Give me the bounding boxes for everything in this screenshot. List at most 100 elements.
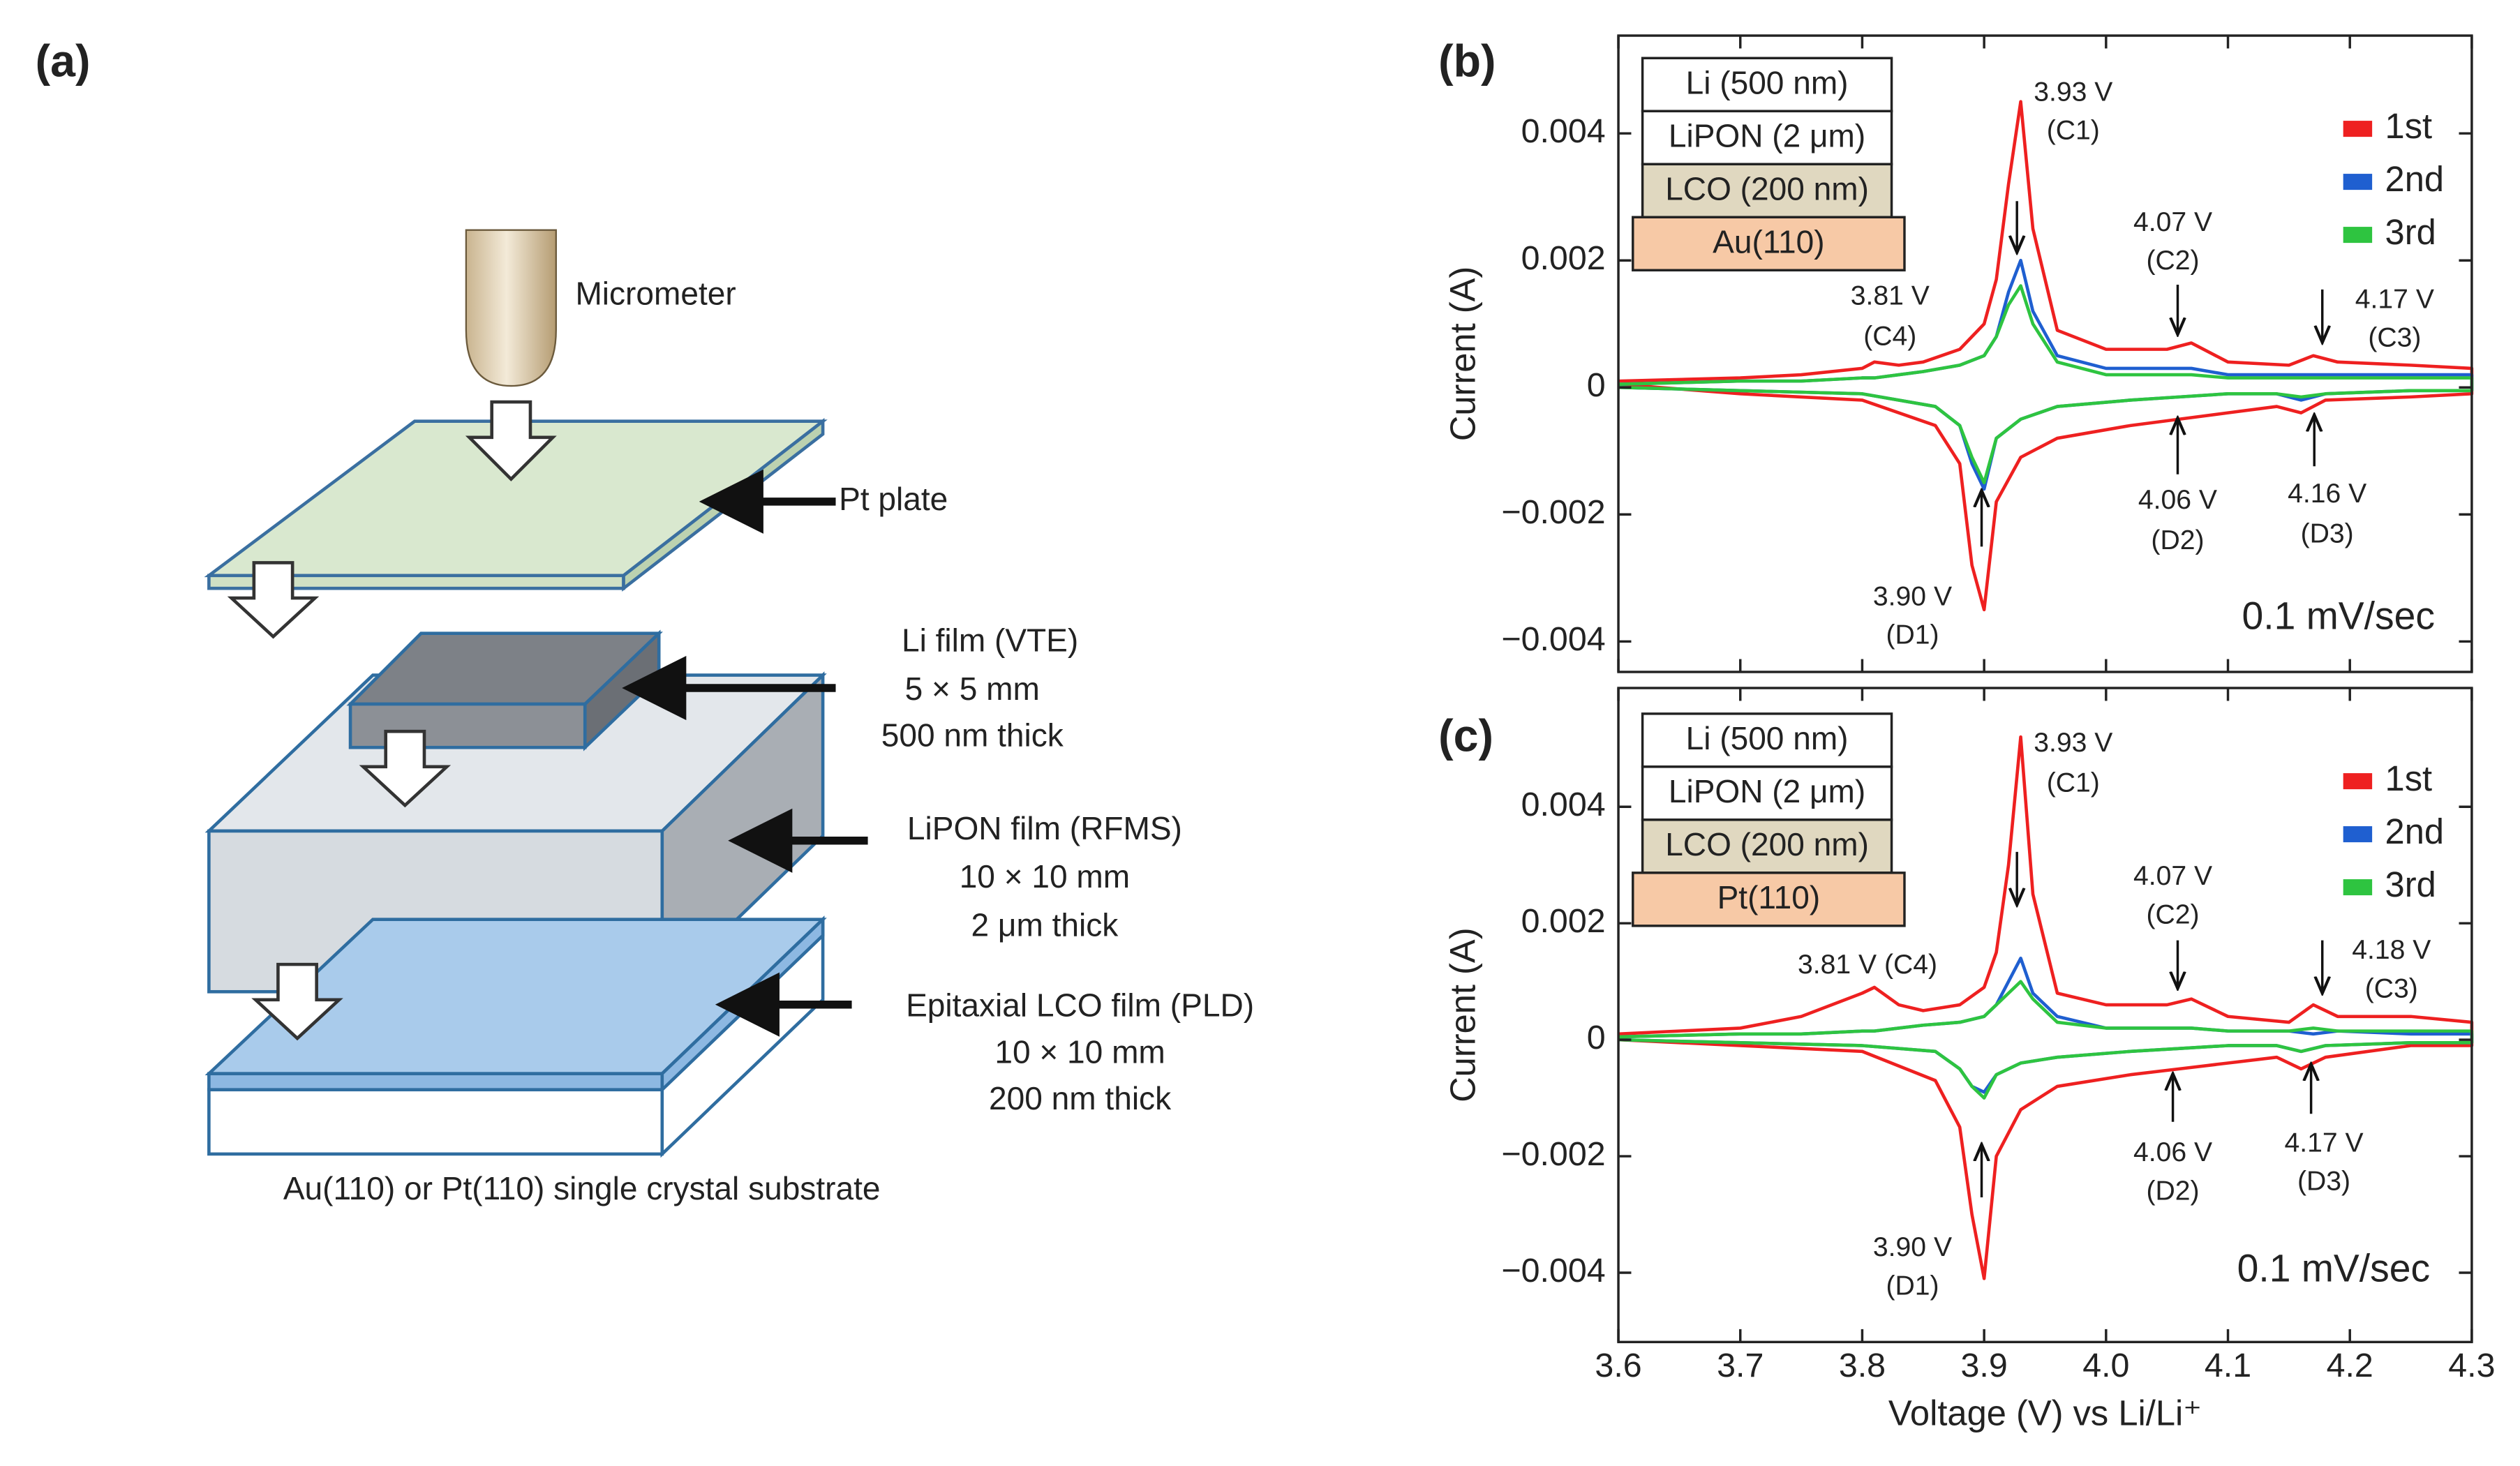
legend-label: 3rd	[2385, 212, 2436, 252]
panel-a: (a) Micrometer Pt plate Li film (VTE) 5 …	[36, 36, 1254, 1206]
label: 500 nm thick	[881, 717, 1064, 754]
stack-layer	[1632, 872, 1906, 927]
stack-layer	[1641, 163, 1893, 218]
legend-swatch	[2343, 121, 2373, 137]
chart: −0.004 −0.002 0 0.002 0.004 Current (A) (b) Li …	[1438, 34, 2474, 673]
stack-label: Pt(110)	[1717, 879, 1821, 915]
stack-label: LCO (200 nm)	[1665, 171, 1869, 207]
panel-label: (a)	[36, 36, 91, 87]
stack-layer	[1641, 110, 1893, 165]
x-tick-label: 3.7	[1717, 1347, 1764, 1384]
legend-swatch	[2343, 879, 2373, 896]
micrometer	[465, 229, 557, 387]
label: Pt plate	[839, 481, 948, 517]
y-tick-label: −0.002	[1501, 1135, 1605, 1173]
stack-label: Au(110)	[1713, 224, 1824, 260]
x-tick-label: 3.8	[1839, 1347, 1886, 1384]
x-tick-label: 4.1	[2205, 1347, 2251, 1384]
chart: −0.004 −0.002 0 0.002 0.004 3.6 3.7 3.8 3.9 4.0 4.…	[1438, 687, 2496, 1433]
series-line	[1618, 956, 2474, 1094]
y-tick-label: −0.002	[1501, 493, 1605, 531]
annotation: (C1)	[2047, 768, 2100, 798]
annotation: (C3)	[2365, 973, 2418, 1003]
annotation: 4.06 V	[2133, 1137, 2212, 1167]
y-tick-label: 0	[1587, 1019, 1606, 1056]
series-line	[1618, 258, 2474, 491]
annotation: (D3)	[2297, 1167, 2350, 1197]
panel-label: (b)	[1438, 36, 1496, 87]
legend-label: 1st	[2385, 758, 2433, 798]
annotation: 3.81 V (C4)	[1798, 950, 1937, 980]
label: 10 × 10 mm	[960, 858, 1130, 895]
stack-layer	[1632, 216, 1906, 271]
y-axis-label: Current (A)	[1443, 267, 1483, 442]
legend-swatch	[2343, 773, 2373, 790]
label: 5 × 5 mm	[905, 671, 1040, 707]
y-tick-label: 0	[1587, 366, 1606, 404]
substrate-front	[207, 1088, 664, 1156]
legend-swatch	[2343, 227, 2373, 244]
stack-layer	[1641, 57, 1893, 112]
y-axis-label: Current (A)	[1443, 927, 1483, 1102]
y-tick-label: 0.004	[1521, 786, 1606, 823]
annotation: (D1)	[1886, 620, 1939, 650]
annotation: (C2)	[2147, 899, 2200, 929]
annotation: 3.81 V	[1851, 281, 1930, 311]
arrow	[227, 561, 320, 639]
annotation: (D2)	[2151, 525, 2204, 555]
annotation: 4.17 V	[2355, 284, 2434, 314]
x-tick-label: 4.0	[2082, 1347, 2129, 1384]
label: Li film (VTE)	[902, 622, 1078, 659]
stack-layer	[1641, 712, 1893, 768]
annotation: 3.93 V	[2034, 77, 2112, 107]
annotation: (C1)	[2047, 116, 2100, 146]
annotation: (D2)	[2147, 1176, 2200, 1206]
label: LiPON film (RFMS)	[907, 810, 1182, 846]
annotation: 4.06 V	[2138, 485, 2217, 515]
label: Epitaxial LCO film (PLD)	[906, 987, 1254, 1023]
legend-label: 2nd	[2385, 811, 2445, 851]
y-tick-label: −0.004	[1501, 1252, 1605, 1289]
annotation: (C3)	[2368, 323, 2421, 353]
annotation: 4.07 V	[2133, 207, 2212, 237]
legend-label: 1st	[2385, 106, 2433, 146]
arrow	[251, 962, 343, 1041]
series-line	[1618, 100, 2474, 612]
lco-front	[207, 1072, 664, 1092]
stack-label: Li (500 nm)	[1686, 65, 1849, 101]
legend-label: 3rd	[2385, 865, 2436, 904]
x-axis-label: Voltage (V) vs Li/Li⁺	[1888, 1393, 2202, 1433]
panel-label: (c)	[1438, 711, 1493, 761]
plot-frame	[1617, 34, 2473, 673]
stack-label: LiPON (2 μm)	[1669, 118, 1865, 154]
annotation: (D3)	[2301, 519, 2354, 549]
y-tick-label: 0.002	[1521, 902, 1606, 940]
y-tick-label: 0.004	[1521, 112, 1606, 150]
stack-label: Li (500 nm)	[1686, 720, 1849, 756]
annotation: 3.90 V	[1873, 1232, 1952, 1262]
x-tick-label: 4.3	[2448, 1347, 2495, 1384]
stack-label: LiPON (2 μm)	[1669, 773, 1865, 809]
annotation: 3.93 V	[2034, 728, 2112, 758]
legend-swatch	[2343, 174, 2373, 190]
scan-rate: 0.1 mV/sec	[2242, 594, 2435, 638]
label: Au(110) or Pt(110) single crystal substr…	[283, 1170, 881, 1206]
annotation: 4.07 V	[2133, 861, 2212, 891]
annotation: (C4)	[1863, 321, 1916, 351]
annotation: 4.17 V	[2284, 1128, 2363, 1158]
arrow	[359, 729, 452, 808]
label: 200 nm thick	[989, 1080, 1172, 1116]
y-tick-label: 0.002	[1521, 239, 1606, 277]
x-tick-label: 3.9	[1961, 1347, 2008, 1384]
legend-label: 2nd	[2385, 159, 2445, 199]
label: 10 × 10 mm	[994, 1033, 1165, 1070]
arrow	[465, 400, 557, 481]
annotation: (D1)	[1886, 1271, 1939, 1301]
scan-rate: 0.1 mV/sec	[2237, 1247, 2430, 1290]
series-line	[1618, 284, 2474, 485]
x-tick-label: 4.2	[2327, 1347, 2373, 1384]
annotation: 4.18 V	[2352, 935, 2431, 965]
y-tick-label: −0.004	[1501, 620, 1605, 658]
stack-label: LCO (200 nm)	[1665, 826, 1869, 862]
